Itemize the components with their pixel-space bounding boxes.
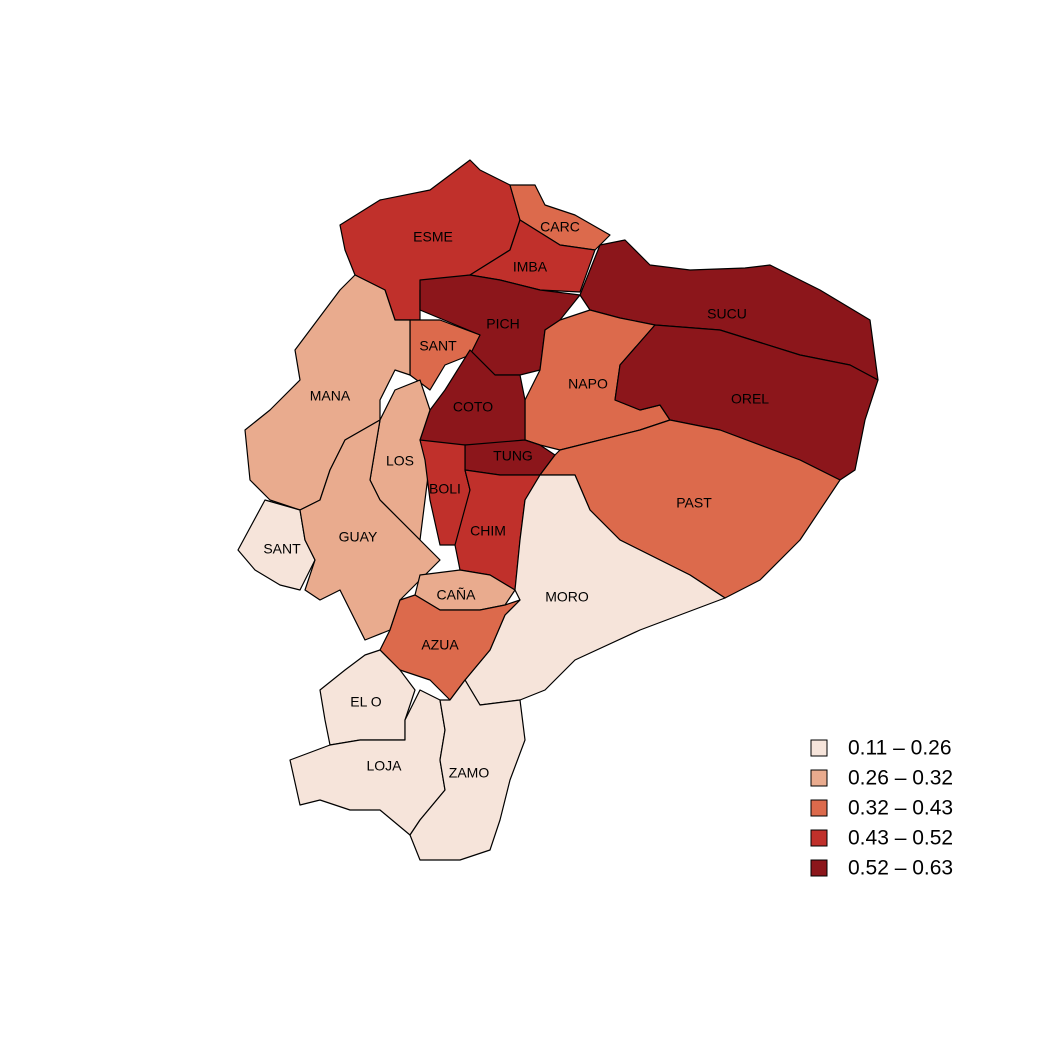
region-label: TUNG <box>493 448 533 464</box>
region-label: CAÑA <box>437 587 477 603</box>
legend-swatch <box>810 769 828 787</box>
region-label: AZUA <box>421 637 459 653</box>
region-label: ZAMO <box>449 765 490 781</box>
region-label: ESME <box>413 229 453 245</box>
legend-label: 0.32 – 0.43 <box>848 797 953 820</box>
legend-swatch <box>810 739 828 757</box>
region-label: COTO <box>453 399 493 415</box>
region-label: SANT <box>419 338 457 354</box>
region <box>409 319 481 391</box>
region-label: NAPO <box>568 376 608 392</box>
region-label: CHIM <box>470 523 506 539</box>
regions <box>237 159 879 861</box>
region-label: IMBA <box>513 259 548 275</box>
region-label: LOS <box>386 453 414 469</box>
region <box>409 679 526 861</box>
region <box>299 419 441 641</box>
region-label: OREL <box>731 391 769 407</box>
legend-swatch <box>810 859 828 877</box>
region-label: CARC <box>540 219 580 235</box>
region-label: EL O <box>350 694 381 710</box>
region-label: SUCU <box>707 306 747 322</box>
legend-label: 0.11 – 0.26 <box>848 737 952 760</box>
region-label: GUAY <box>339 529 378 545</box>
region <box>319 649 416 746</box>
region-label: LOJA <box>366 758 402 774</box>
legend-label: 0.52 – 0.63 <box>848 857 953 880</box>
region-label: PAST <box>676 495 712 511</box>
region-label: MORO <box>545 589 589 605</box>
legend-label: 0.26 – 0.32 <box>848 767 953 790</box>
region-label: SANT <box>263 541 301 557</box>
region-label: PICH <box>486 316 519 332</box>
region-label: BOLI <box>429 481 461 497</box>
region-label: MANA <box>310 388 351 404</box>
legend: 0.11 – 0.26 0.26 – 0.32 0.32 – 0.43 0.43 – … <box>810 737 953 880</box>
legend-label: 0.43 – 0.52 <box>848 827 953 850</box>
legend-swatch <box>810 829 828 847</box>
legend-swatch <box>810 799 828 817</box>
